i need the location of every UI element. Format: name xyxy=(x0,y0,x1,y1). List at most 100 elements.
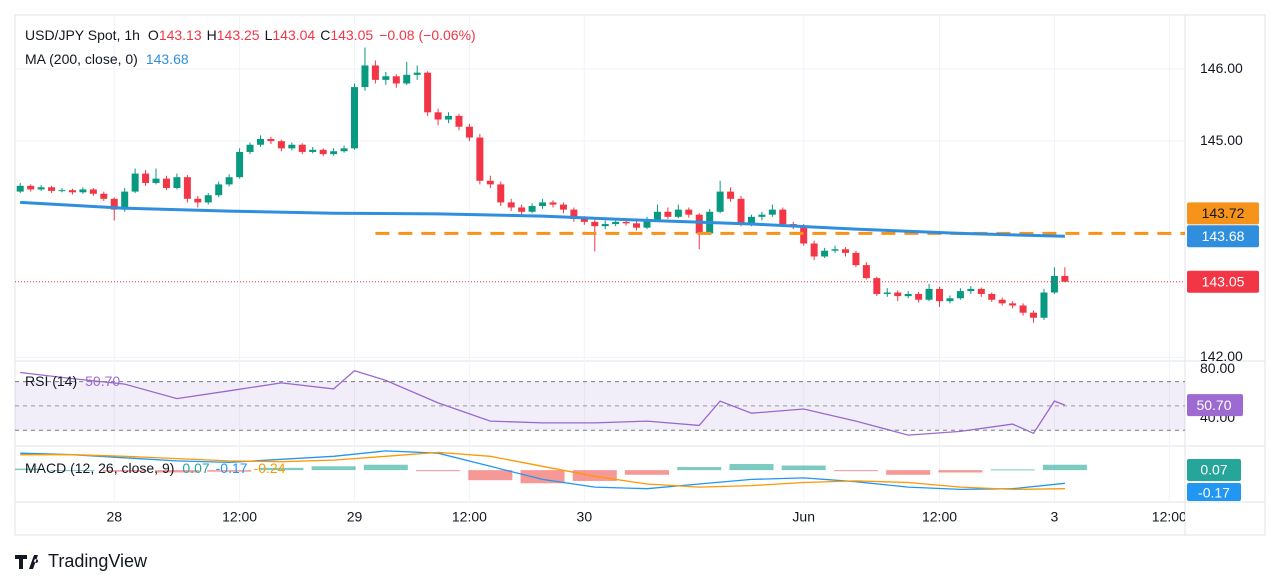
candle-body xyxy=(48,187,56,191)
candle-body xyxy=(831,249,839,251)
candle-body xyxy=(246,144,254,152)
candle-body xyxy=(643,220,651,228)
candle-body xyxy=(580,218,588,222)
candle-body xyxy=(507,202,515,208)
candle-body xyxy=(121,191,129,210)
candle-body xyxy=(664,211,672,217)
candle-body xyxy=(392,76,400,84)
ma-badge-bg xyxy=(1187,225,1259,248)
macd-histogram-bar xyxy=(154,470,199,473)
candle-body xyxy=(518,207,526,212)
candle-body xyxy=(612,221,620,225)
candle-body xyxy=(685,209,693,215)
candle-body xyxy=(821,250,829,257)
rsi-tick-label: 80.00 xyxy=(1200,360,1235,376)
macd-histogram-bar xyxy=(363,464,408,471)
macd-histogram-bar xyxy=(102,470,147,472)
macd-histogram-bar xyxy=(50,470,95,472)
candle-body xyxy=(695,214,703,234)
candle-body xyxy=(277,141,285,149)
y-tick-label: 146.00 xyxy=(1200,60,1243,76)
candle-body xyxy=(549,202,557,205)
candle-body xyxy=(256,138,264,145)
macd-histogram-bar xyxy=(833,470,878,472)
macd-histogram-bar xyxy=(886,470,931,475)
candle-body xyxy=(89,189,97,194)
candle-body xyxy=(1019,305,1027,313)
candle-body xyxy=(361,65,369,88)
candle-body xyxy=(716,191,724,212)
candle-body xyxy=(225,177,233,185)
candle-body xyxy=(79,189,87,193)
ohlc-value: 143.05 xyxy=(330,27,373,43)
candle-body xyxy=(528,206,536,212)
ma-legend: MA (200, close, 0) 143.68 xyxy=(25,51,189,67)
candle-body xyxy=(236,151,244,178)
change: −0.08 (−0.06%) xyxy=(379,27,476,43)
candle-body xyxy=(1009,303,1017,306)
candle-body xyxy=(674,209,682,217)
macd-histogram-bar xyxy=(311,466,356,471)
macd-histogram-bar xyxy=(1042,464,1087,471)
candle-body xyxy=(956,291,964,299)
candle-body xyxy=(131,173,139,192)
level-badge-bg xyxy=(1187,202,1259,225)
candle-body xyxy=(1050,275,1058,293)
x-tick-label: 12:00 xyxy=(222,509,257,525)
candle-body xyxy=(601,224,609,227)
macd-badge: -0.17 xyxy=(1198,485,1230,501)
candle-body xyxy=(768,209,776,215)
candle-body xyxy=(873,278,881,294)
macd-value: -0.17 xyxy=(216,460,248,476)
ohlc-label: L xyxy=(265,27,273,43)
candle-body xyxy=(622,221,630,224)
candle-body xyxy=(68,190,76,193)
candle-body xyxy=(194,198,202,203)
x-tick-label: 12:00 xyxy=(922,509,957,525)
y-tick-label: 145.00 xyxy=(1200,132,1243,148)
candle-body xyxy=(946,298,954,302)
candle-body xyxy=(16,185,24,192)
candle-body xyxy=(747,216,755,225)
candle-body xyxy=(727,191,735,199)
candle-body xyxy=(382,76,390,80)
x-tick-label: 3 xyxy=(1051,509,1059,525)
ohlc-label: C xyxy=(320,27,330,43)
candle-body xyxy=(455,115,463,127)
candle-body xyxy=(653,211,661,221)
level-badge: 143.72 xyxy=(1202,205,1245,221)
ohlc-value: 143.04 xyxy=(272,27,315,43)
candle-body xyxy=(925,288,933,300)
candle-body xyxy=(591,221,599,227)
candle-body xyxy=(37,187,45,190)
candle-body xyxy=(371,65,379,80)
candle-body xyxy=(267,138,275,142)
macd-histogram-bar xyxy=(938,470,983,473)
candle-body xyxy=(758,214,766,217)
candle-body xyxy=(173,177,181,188)
macd-hist-badge-bg xyxy=(1187,459,1241,481)
candle-body xyxy=(288,144,296,149)
candle-body xyxy=(998,299,1006,304)
macd-histogram-bar xyxy=(729,463,774,471)
rsi-legend: RSI (14) 50.70 xyxy=(25,373,120,389)
x-tick-label: Jun xyxy=(792,509,815,525)
candle-body xyxy=(142,173,150,183)
macd-hist-badge: 0.07 xyxy=(1200,462,1227,478)
candle-body xyxy=(852,252,860,266)
candle-body xyxy=(883,292,891,294)
last-price-badge-bg xyxy=(1187,270,1259,293)
candle-body xyxy=(465,126,473,138)
candle-body xyxy=(476,137,484,181)
macd-histogram-bar xyxy=(572,470,617,481)
x-tick-label: 30 xyxy=(577,509,593,525)
candle-body xyxy=(434,112,442,120)
candle-body xyxy=(862,265,870,279)
candle-body xyxy=(810,243,818,257)
ma-value: 143.68 xyxy=(146,51,189,67)
candle-body xyxy=(779,209,787,225)
macd-histogram-bar xyxy=(781,465,826,471)
candle-body xyxy=(977,288,985,294)
candle-body xyxy=(298,144,306,152)
